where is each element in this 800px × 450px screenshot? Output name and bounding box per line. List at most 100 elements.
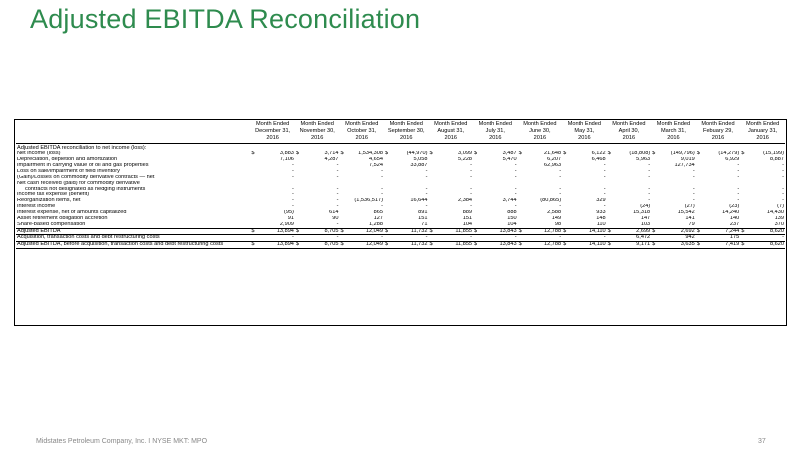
currency-symbol: $	[339, 227, 348, 235]
column-header-year: 2016	[339, 134, 384, 144]
table-cell: -	[436, 234, 474, 242]
table-cell: -	[648, 198, 651, 204]
table-cell: 4,654	[368, 157, 383, 163]
table-cell: -	[425, 169, 428, 175]
table-cell: 62,963	[544, 163, 562, 169]
column-header-h1: Month Ended	[745, 121, 780, 127]
table-cell: -	[603, 186, 606, 192]
table-cell: -	[336, 204, 339, 210]
table-cell: -	[292, 163, 294, 169]
table-cell: 2,909	[279, 221, 294, 227]
table-cell: 6,468	[591, 157, 606, 163]
table-cell: -	[782, 169, 784, 175]
table-cell: 149	[551, 215, 562, 221]
table-cell: -	[559, 204, 562, 210]
currency-symbol	[740, 234, 749, 242]
column-header-year: 2016	[383, 134, 429, 144]
table-cell: 104	[462, 221, 473, 227]
currency-symbol: $	[474, 151, 478, 157]
table-row: (Gain)/Losses on commodity derivative co…	[16, 175, 785, 181]
table-cell: (95)	[283, 210, 294, 216]
table-cell: -	[381, 204, 383, 210]
table-cell: 14,240	[722, 210, 740, 216]
column-header-h2: May 31,	[574, 127, 595, 134]
column-header-h2: March 31,	[661, 127, 686, 134]
table-cell: -	[737, 163, 740, 169]
column-header-h1: Month Ended	[656, 121, 691, 127]
currency-symbol	[517, 234, 526, 242]
table-cell: 9,019	[680, 157, 695, 163]
table-cell: -	[425, 204, 428, 210]
table-cell: -	[514, 174, 517, 180]
table-cell: -	[782, 174, 784, 180]
column-header-year: 2016	[250, 134, 295, 144]
table-cell: 9,171	[614, 241, 652, 250]
table-row: Interest expense, net of amounts capital…	[16, 210, 785, 216]
table-cell: 11,855	[436, 241, 474, 250]
table-cell: -	[525, 234, 563, 242]
table-cell: -	[292, 169, 294, 175]
column-header-h2: August 31,	[437, 127, 465, 134]
column-header-h2: January 31,	[748, 127, 778, 134]
table-cell: -	[559, 192, 562, 198]
table-cell: 127	[373, 215, 383, 221]
currency-symbol	[562, 234, 571, 242]
currency-symbol: $	[562, 241, 571, 250]
table-cell: 12,049	[347, 241, 384, 250]
table-cell: 127,734	[674, 163, 695, 169]
table-cell: 13,843	[481, 241, 518, 250]
table-cell: 6,122	[591, 151, 606, 157]
table-cell: 933	[596, 210, 606, 216]
table-cell: 139	[774, 215, 784, 221]
table-cell: 71	[421, 221, 428, 227]
row-label: contracts not designated as hedging inst…	[25, 186, 146, 192]
table-cell: -	[292, 204, 294, 210]
table-cell: -	[425, 192, 428, 198]
table-cell: 8,620	[748, 241, 785, 250]
column-header-year: 2016	[428, 134, 474, 144]
table-cell: 3,099	[458, 151, 473, 157]
table-cell: 90	[332, 215, 339, 221]
table-cell: -	[470, 204, 473, 210]
table-cell: 11,732	[392, 241, 429, 250]
table-cell: 13,894	[258, 241, 295, 250]
table-row: Adjusted EBITDA, before acquisition, tra…	[16, 241, 785, 250]
table-cell: -	[692, 169, 695, 175]
table-cell: -	[425, 174, 428, 180]
ebitda-reconciliation-table: Month Ended Month Ended Month Ended Month E…	[16, 121, 785, 250]
table-cell: -	[692, 174, 695, 180]
table-cell: -	[292, 186, 294, 192]
table-cell: -	[559, 186, 562, 192]
row-label: Asset retirement obligation accretion	[17, 215, 108, 221]
table-cell: -	[381, 186, 383, 192]
table-row: Reorganization items, net - - (1,536,517) 16…	[16, 198, 785, 204]
page-number: 37	[758, 438, 766, 445]
table-cell: -	[336, 198, 339, 204]
row-label: Acquisition, transaction costs and debt …	[16, 234, 251, 242]
currency-symbol	[339, 234, 348, 242]
row-label: Impairment in carrying value of oil and …	[17, 163, 149, 169]
table-row: Depreciation, depletion and amortization…	[16, 157, 785, 163]
currency-symbol	[294, 234, 303, 242]
column-header-year: 2016	[473, 134, 518, 144]
table-cell: -	[648, 163, 651, 169]
column-header-year: 2016	[294, 134, 340, 144]
table-cell: (149,796)	[670, 151, 695, 157]
table-cell: 15,318	[633, 210, 651, 216]
table-cell: -	[782, 186, 784, 192]
currency-symbol: $	[340, 151, 344, 157]
table-cell: 13,843	[481, 227, 518, 235]
table-cell: -	[381, 174, 383, 180]
row-label: Reorganization items, net	[17, 198, 81, 204]
table-cell: 8,887	[770, 157, 784, 163]
table-cell: 8,620	[748, 227, 785, 235]
table-cell: -	[258, 234, 295, 242]
table-cell: 4,287	[324, 157, 339, 163]
currency-symbol	[250, 234, 259, 242]
currency-symbol: $	[741, 151, 745, 157]
column-header-h1: Month Ended	[523, 121, 557, 127]
footer-company: Midstates Petroleum Company, Inc. I NYSE…	[36, 438, 208, 445]
table-cell: -	[514, 204, 517, 210]
table-cell: 14,430	[766, 210, 784, 216]
table-cell: 103	[640, 221, 651, 227]
